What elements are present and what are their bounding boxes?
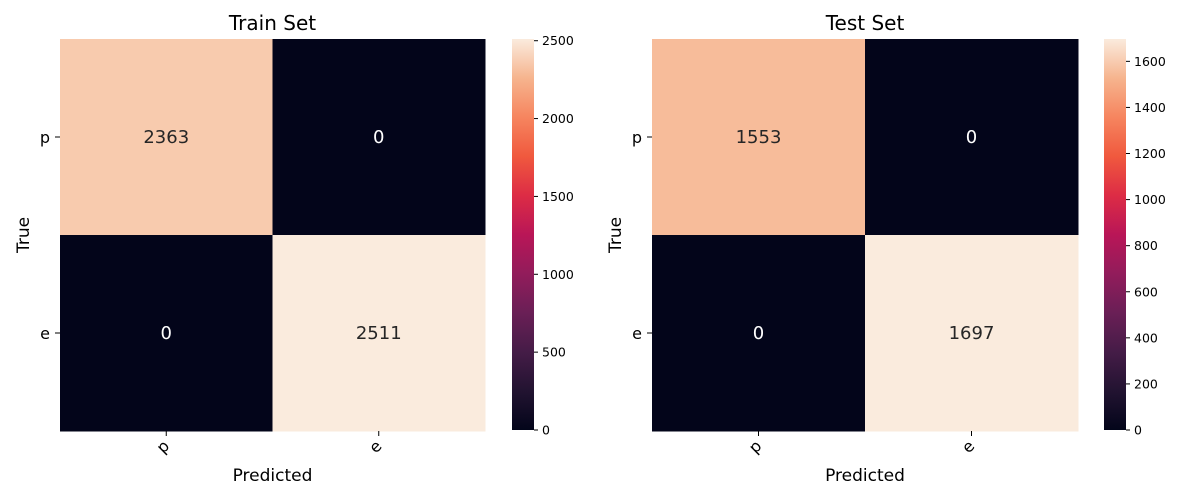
heatmap-cell xyxy=(272,39,486,236)
heatmap-panel-test: Test Set 1553 00 1697 pep e True Predicted … xyxy=(606,11,1166,486)
colorbar-tick-label: 0 xyxy=(1134,423,1142,438)
colorbar-tick-label: 0 xyxy=(542,423,550,438)
colorbar-ticks: 0 500 1000 1500 2000 2500 xyxy=(534,33,574,438)
colorbar: 0 200 400 600 800 1000 1200 1400 1600 xyxy=(1104,39,1166,438)
y-tick-label: p xyxy=(632,128,642,147)
y-tick-label: p xyxy=(40,128,50,147)
colorbar-tick-label: 500 xyxy=(542,345,566,360)
colorbar: 0 500 1000 1500 2000 2500 xyxy=(512,33,574,438)
heatmap-cell xyxy=(865,39,1079,236)
heatmap-cell xyxy=(60,39,273,236)
colorbar-tick-label: 400 xyxy=(1134,330,1158,345)
cell-annotation: 1697 xyxy=(949,323,995,344)
colorbar-tick-label: 600 xyxy=(1134,284,1158,299)
colorbar-tick-label: 2000 xyxy=(542,111,574,126)
heatmap-cell xyxy=(652,39,866,236)
x-tick-label: p xyxy=(745,436,766,457)
heatmap-panel-train: Train Set 2363 0 0 2511 p e p e True Predicted… xyxy=(14,11,574,486)
colorbar-ticks: 0 200 400 600 800 1000 1200 1400 1600 xyxy=(1126,54,1166,438)
colorbar-tick-label: 1600 xyxy=(1134,54,1166,69)
cell-annotation: 0 xyxy=(161,323,172,344)
x-tick-label: p xyxy=(152,436,173,457)
heatmap-cell xyxy=(652,235,866,432)
cell-annotation: 0 xyxy=(373,127,384,148)
colorbar-tick-label: 200 xyxy=(1134,376,1158,391)
x-axis-label: Predicted xyxy=(825,466,905,486)
colorbar-gradient xyxy=(512,39,534,430)
y-tick-label: e xyxy=(632,324,642,343)
colorbar-tick-label: 1400 xyxy=(1134,100,1166,115)
heatmap-cells: 1553 0 0 1697 xyxy=(652,39,1079,432)
colorbar-tick-label: 800 xyxy=(1134,238,1158,253)
heatmap-cells: 2363 0 0 2511 xyxy=(60,39,486,432)
colorbar-tick-label: 1000 xyxy=(542,267,574,282)
chart-title: Test Set xyxy=(825,11,905,35)
cell-annotation: 0 xyxy=(966,127,977,148)
x-axis-label: Predicted xyxy=(233,466,313,486)
cell-annotation: 2363 xyxy=(143,127,189,148)
x-tick-label: e xyxy=(365,436,385,456)
cell-annotation: 0 xyxy=(753,323,764,344)
heatmap-cell xyxy=(272,235,486,432)
x-tick-label: e xyxy=(958,436,978,456)
heatmap-cell xyxy=(865,235,1079,432)
y-axis-label: True xyxy=(14,217,34,254)
colorbar-gradient xyxy=(1104,39,1126,430)
colorbar-tick-label: 1500 xyxy=(542,189,574,204)
heatmap-cell xyxy=(60,235,273,432)
y-axis-label: True xyxy=(606,217,626,254)
cell-annotation: 2511 xyxy=(356,323,402,344)
cell-annotation: 1553 xyxy=(736,127,782,148)
colorbar-tick-label: 2500 xyxy=(542,33,574,48)
y-tick-label: e xyxy=(40,324,50,343)
colorbar-tick-label: 1200 xyxy=(1134,146,1166,161)
chart-title: Train Set xyxy=(228,11,316,35)
colorbar-tick-label: 1000 xyxy=(1134,192,1166,207)
